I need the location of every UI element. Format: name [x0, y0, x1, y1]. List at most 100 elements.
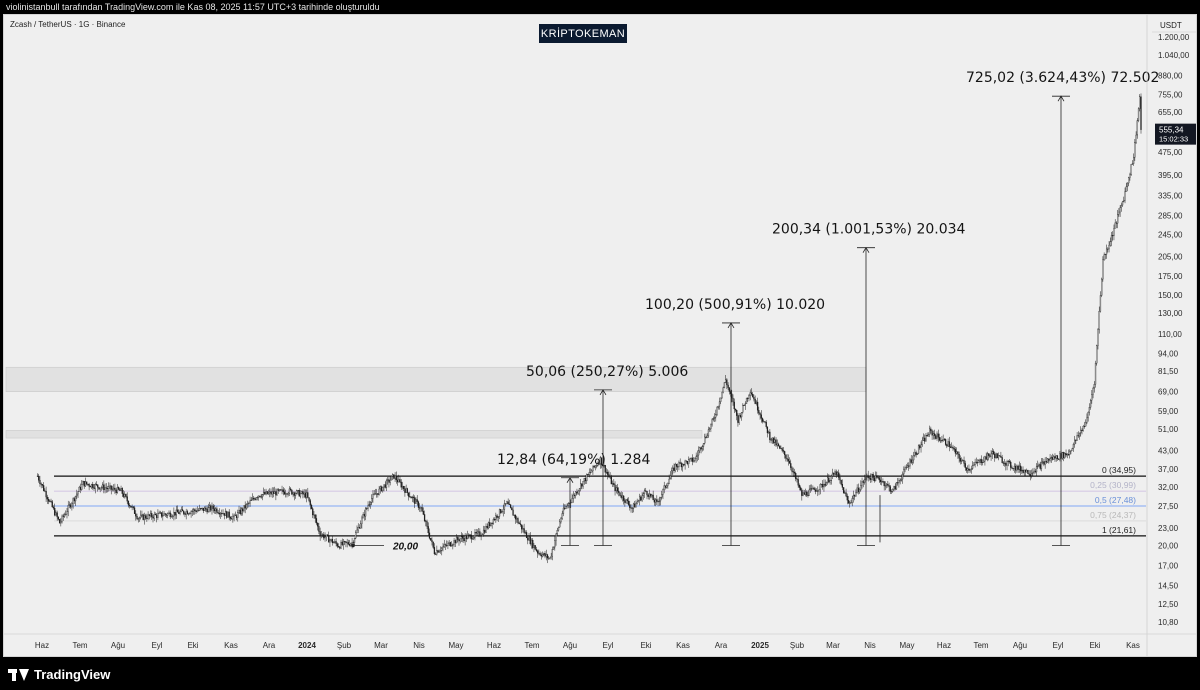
candle-body — [828, 477, 830, 483]
candle-body — [861, 481, 863, 486]
candle-body — [1049, 458, 1051, 461]
candle-body — [172, 515, 174, 517]
candle-body — [647, 494, 649, 497]
candle-body — [495, 515, 497, 520]
candle-body — [682, 463, 684, 468]
candle-body — [492, 519, 495, 524]
candle-body — [191, 510, 193, 512]
candle-body — [493, 519, 496, 521]
candle-body — [996, 453, 998, 459]
candle-body — [706, 435, 708, 438]
candle-body — [854, 495, 856, 497]
candle-body — [814, 489, 816, 492]
candle-body — [611, 483, 614, 485]
candle-body — [619, 492, 621, 496]
candle-body — [283, 491, 286, 495]
candle-body — [301, 491, 303, 494]
price-axis[interactable]: USDT 1.200,00 1.040,00 880,00 755,00 655,00 47… — [1146, 15, 1197, 657]
measure-tools[interactable]: 12,84 (64,19%) 1.284 50,06 (250,27%) 5.00… — [497, 70, 1159, 546]
candle-body — [351, 542, 353, 544]
candle-body — [439, 550, 442, 552]
candle-body — [506, 501, 508, 505]
candle-body — [1058, 458, 1060, 460]
candle-body — [1113, 228, 1115, 236]
candle-body — [334, 541, 336, 543]
candle-body — [1010, 461, 1012, 468]
candle-body — [911, 459, 914, 463]
candle-body — [116, 487, 118, 494]
candle-body — [36, 475, 39, 477]
price-tick-label: 59,00 — [1158, 407, 1179, 416]
candle-body — [88, 484, 90, 487]
candle-body — [968, 468, 970, 471]
candle-body — [583, 478, 585, 482]
candle-body — [645, 490, 647, 492]
candle-body — [63, 514, 66, 517]
time-axis[interactable]: Haz Tem Ağu Eyl Eki Kas Ara 2024 Şub Mar Nis May Haz… — [4, 633, 1197, 650]
candlestick-chart[interactable]: 0 (34,95) 0,25 (30,99) 0,5 (27,48) 0,75 (24… — [4, 15, 1197, 657]
candle-body — [368, 504, 370, 506]
candle-body — [1051, 457, 1054, 460]
brand-label: TradingView — [34, 667, 111, 682]
candle-body — [989, 455, 991, 457]
candle-body — [184, 513, 186, 515]
candle-body — [1072, 443, 1075, 449]
last-price-tag[interactable] — [1155, 123, 1197, 145]
candle-body — [587, 474, 589, 476]
candle-body — [866, 475, 868, 477]
candle-body — [387, 479, 389, 481]
measure-label: 50,06 (250,27%) 5.006 — [526, 364, 688, 380]
candle-body — [973, 464, 975, 466]
candle-body — [874, 475, 877, 482]
price-tick-label: 175,00 — [1158, 272, 1183, 281]
candle-body — [323, 534, 325, 539]
candle-body — [197, 509, 200, 511]
candle-body — [965, 467, 968, 471]
price-tick-label: 14,50 — [1158, 581, 1179, 590]
candle-body — [548, 557, 550, 559]
candle-body — [468, 534, 470, 536]
measure-label: 725,02 (3.624,43%) 72.502 — [966, 70, 1159, 86]
candle-body — [833, 472, 835, 475]
candle-body — [842, 487, 845, 494]
candle-body — [787, 459, 789, 462]
candle-body — [678, 462, 680, 468]
candle-body — [174, 511, 176, 516]
candle-body — [886, 483, 888, 486]
candle-body — [1103, 254, 1105, 260]
candle-body — [331, 538, 334, 544]
candle-body — [517, 518, 519, 524]
candle-body — [173, 511, 175, 517]
candle-body — [723, 382, 726, 388]
candle-body — [1120, 204, 1122, 208]
candle-body — [160, 512, 163, 517]
candle-body — [1002, 462, 1004, 464]
tradingview-logo[interactable]: TradingView — [8, 667, 110, 682]
candle-body — [927, 434, 930, 437]
candle-body — [666, 485, 668, 488]
candle-body — [377, 493, 379, 495]
symbol-label[interactable]: Zcash / TetherUS · 1G · Binance — [10, 20, 126, 29]
candle-body — [1112, 235, 1114, 237]
price-tick-label: 150,00 — [1158, 291, 1183, 300]
candle-body — [227, 511, 229, 518]
candle-body — [1091, 394, 1093, 401]
candle-body — [143, 515, 146, 520]
fibonacci-retracement[interactable]: 0 (34,95) 0,25 (30,99) 0,5 (27,48) 0,75 (24… — [54, 465, 1146, 537]
candle-body — [336, 543, 338, 547]
candle-body — [584, 478, 587, 482]
time-tick-label: Mar — [374, 641, 388, 650]
candle-body — [395, 475, 397, 481]
candle-body — [353, 538, 356, 543]
candle-body — [529, 536, 531, 545]
candle-body — [999, 455, 1001, 457]
candle-body — [632, 503, 635, 509]
candle-body — [292, 492, 294, 495]
candle-body — [967, 468, 969, 471]
candle-body — [882, 481, 884, 483]
candle-body — [1026, 469, 1028, 473]
candle-body — [797, 479, 799, 486]
candle-body — [1089, 400, 1092, 408]
candle-body — [750, 392, 753, 395]
candle-body — [175, 509, 177, 516]
